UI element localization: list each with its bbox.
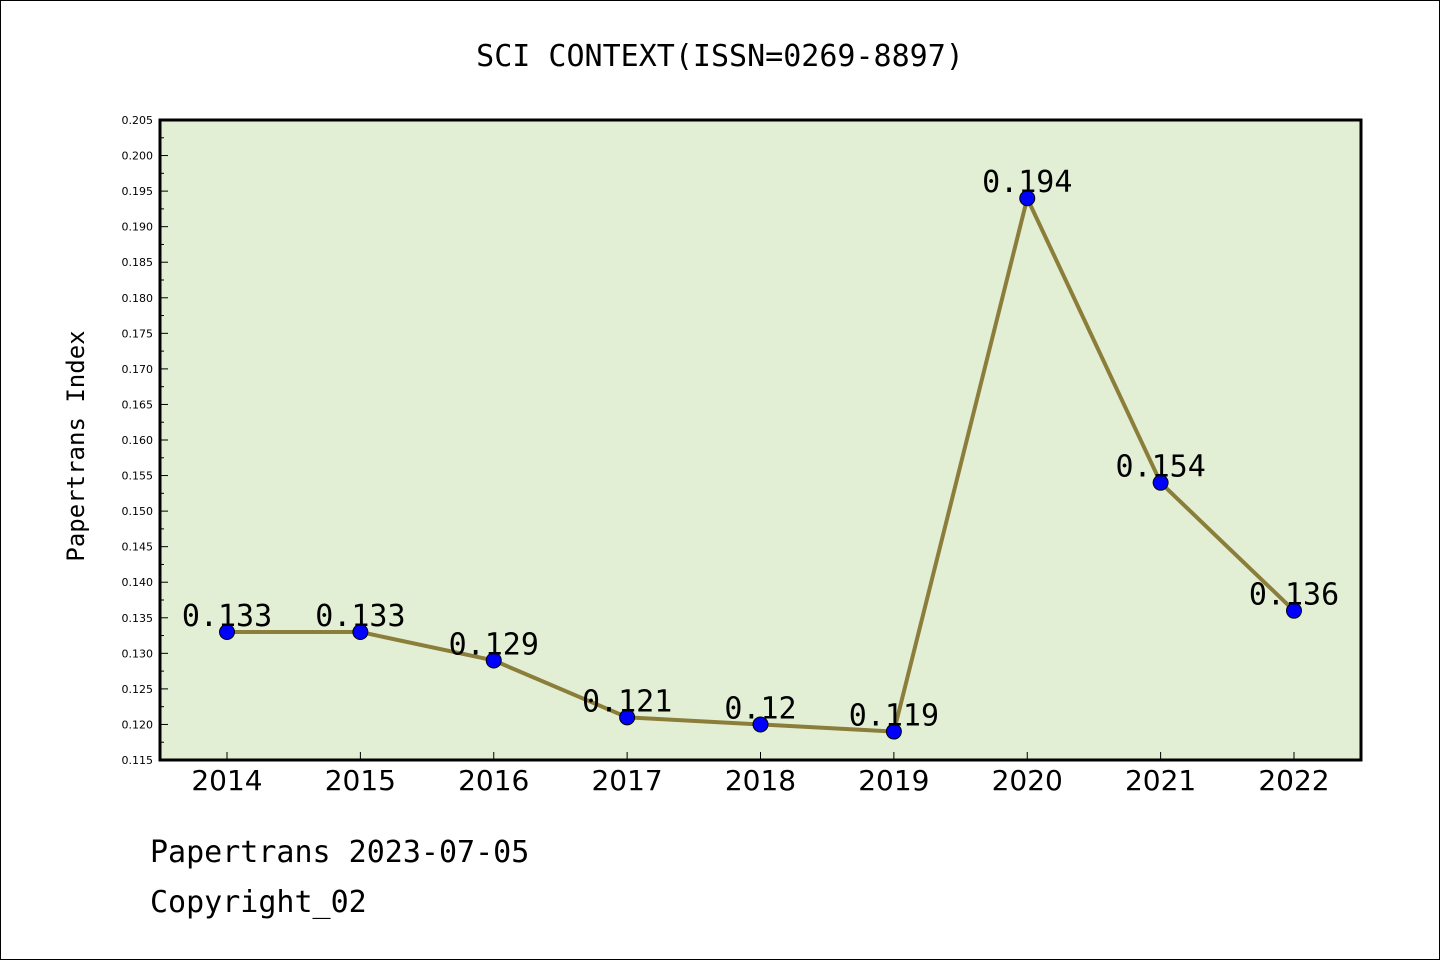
data-point	[885, 723, 902, 740]
y-tick-label: 0.130	[122, 647, 154, 660]
y-tick-label: 0.165	[122, 398, 154, 411]
x-tick-label: 2015	[325, 764, 396, 797]
chart-title: SCI CONTEXT(ISSN=0269-8897)	[476, 39, 964, 74]
data-label: 0.133	[315, 599, 405, 634]
y-tick-label: 0.180	[122, 292, 154, 305]
data-label: 0.133	[182, 599, 272, 634]
y-tick-label: 0.205	[122, 114, 154, 127]
y-tick-label: 0.200	[122, 150, 154, 163]
y-tick-label: 0.115	[122, 754, 154, 767]
y-axis-label: Papertrans Index	[62, 330, 90, 561]
data-point	[485, 652, 502, 669]
data-point	[219, 624, 235, 640]
footer-date: Papertrans 2023-07-05	[150, 835, 530, 870]
data-label: 0.136	[1249, 578, 1339, 613]
data-label: 0.154	[1115, 450, 1205, 485]
x-tick-label: 2018	[725, 764, 796, 797]
y-tick-label: 0.160	[122, 434, 154, 447]
data-label: 0.129	[449, 627, 539, 662]
x-tick-label: 2019	[858, 764, 929, 797]
x-tick-label: 2014	[191, 764, 262, 797]
data-label: 0.12	[724, 691, 796, 726]
data-point	[1019, 190, 1036, 207]
data-point	[1152, 474, 1169, 491]
y-tick-label: 0.185	[122, 256, 154, 269]
y-tick-label: 0.125	[122, 683, 154, 696]
y-tick-label: 0.155	[122, 470, 154, 483]
y-tick-label: 0.190	[122, 221, 154, 234]
data-point	[752, 716, 769, 733]
y-tick-label: 0.175	[122, 327, 154, 340]
x-tick-label: 2021	[1125, 764, 1196, 797]
y-tick-label: 0.195	[122, 185, 154, 198]
footer-copyright: Copyright_02	[150, 885, 367, 920]
y-tick-label: 0.135	[122, 612, 154, 625]
plot-area	[160, 120, 1361, 760]
x-tick-label: 2020	[992, 764, 1063, 797]
data-point	[1286, 602, 1302, 619]
data-label: 0.194	[982, 165, 1072, 200]
x-tick-label: 2022	[1258, 764, 1329, 797]
data-point	[352, 624, 369, 640]
y-tick-label: 0.170	[122, 363, 154, 376]
data-label: 0.121	[582, 684, 672, 719]
y-tick-label: 0.150	[122, 505, 154, 518]
x-tick-label: 2016	[458, 764, 529, 797]
plot-border	[158, 118, 1363, 762]
y-tick-label: 0.145	[122, 541, 154, 554]
y-tick-label: 0.140	[122, 576, 154, 589]
y-tick-label: 0.120	[122, 718, 154, 731]
data-point	[619, 709, 636, 726]
data-label: 0.119	[849, 699, 939, 734]
x-tick-label: 2017	[591, 764, 662, 797]
